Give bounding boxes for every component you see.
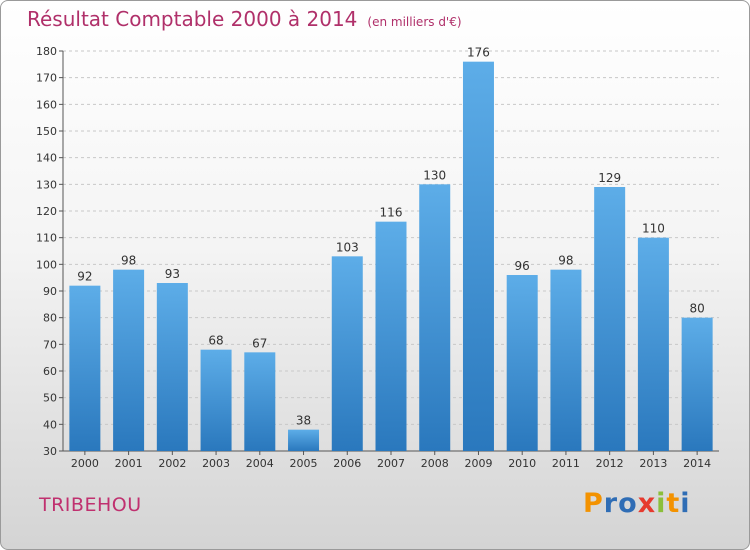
x-tick-label: 2006 — [333, 457, 361, 470]
y-tick-label: 180 — [36, 45, 57, 58]
data-label: 80 — [689, 302, 704, 316]
proxiti-logo: Proxiti — [583, 488, 691, 519]
data-label: 116 — [380, 206, 403, 220]
data-label: 38 — [296, 414, 311, 428]
x-tick-label: 2000 — [71, 457, 99, 470]
y-tick-label: 100 — [36, 258, 57, 271]
bar — [156, 283, 188, 451]
y-tick-label: 30 — [43, 445, 57, 458]
logo-letter: x — [637, 488, 657, 519]
logo-letter: r — [603, 488, 619, 519]
bar — [200, 349, 232, 451]
y-tick-label: 130 — [36, 178, 57, 191]
y-tick-label: 60 — [43, 365, 57, 378]
data-label: 176 — [467, 46, 490, 60]
data-label: 129 — [598, 171, 621, 185]
bar — [331, 256, 363, 451]
y-tick-label: 160 — [36, 98, 57, 111]
x-tick-label: 2003 — [202, 457, 230, 470]
bar — [637, 237, 669, 451]
data-labels: 92 98 93 68 67 38 103 116 130 176 96 98 129 110 80 — [77, 46, 705, 428]
bar — [462, 61, 494, 452]
x-tick-label: 2002 — [158, 457, 186, 470]
x-tick-label: 2012 — [596, 457, 624, 470]
y-tick-label: 120 — [36, 205, 57, 218]
y-tick-label: 140 — [36, 152, 57, 165]
x-tick-label: 2010 — [508, 457, 536, 470]
x-tick-label: 2011 — [552, 457, 580, 470]
x-tick-label: 2005 — [290, 457, 318, 470]
logo-letter: i — [680, 488, 691, 519]
y-tick-label: 170 — [36, 72, 57, 85]
y-tick-label: 50 — [43, 392, 57, 405]
data-label: 67 — [252, 336, 267, 350]
bar — [375, 221, 407, 451]
data-label: 130 — [423, 168, 446, 182]
data-label: 98 — [121, 254, 136, 268]
x-tick-label: 2001 — [115, 457, 143, 470]
bar — [594, 187, 626, 451]
y-tick-label: 150 — [36, 125, 57, 138]
bar — [244, 352, 276, 451]
x-tick-label: 2008 — [421, 457, 449, 470]
commune-name: TRIBEHOU — [39, 494, 142, 516]
y-tick-label: 40 — [43, 418, 57, 431]
data-label: 103 — [336, 240, 359, 254]
x-tick-label: 2004 — [246, 457, 274, 470]
data-label: 92 — [77, 270, 92, 284]
data-label: 68 — [208, 334, 223, 348]
data-label: 93 — [165, 267, 180, 281]
data-label: 98 — [558, 254, 573, 268]
chart-title-unit: (en milliers d'€) — [367, 15, 462, 29]
bar — [550, 269, 582, 451]
bar — [681, 317, 713, 451]
logo-letter: P — [583, 488, 604, 519]
y-tick-label: 90 — [43, 285, 57, 298]
x-tick-label: 2013 — [639, 457, 667, 470]
x-tick-label: 2009 — [464, 457, 492, 470]
chart-title-text: Résultat Comptable 2000 à 2014 — [27, 7, 358, 31]
bars — [69, 61, 713, 452]
logo-letter: i — [656, 488, 667, 519]
bar — [419, 184, 451, 452]
logo-letter: o — [618, 488, 638, 519]
bar — [69, 285, 101, 451]
y-tick-label: 110 — [36, 232, 57, 245]
x-tick-label: 2014 — [683, 457, 711, 470]
bar — [288, 429, 320, 451]
y-tick-label: 80 — [43, 312, 57, 325]
logo-letter: t — [666, 488, 681, 519]
bar — [113, 269, 145, 451]
y-tick-label: 70 — [43, 338, 57, 351]
chart-title: Résultat Comptable 2000 à 2014 (en millie… — [27, 7, 462, 31]
data-label: 110 — [642, 222, 665, 236]
x-tick-label: 2007 — [377, 457, 405, 470]
data-label: 96 — [515, 259, 530, 273]
bar — [506, 275, 538, 451]
